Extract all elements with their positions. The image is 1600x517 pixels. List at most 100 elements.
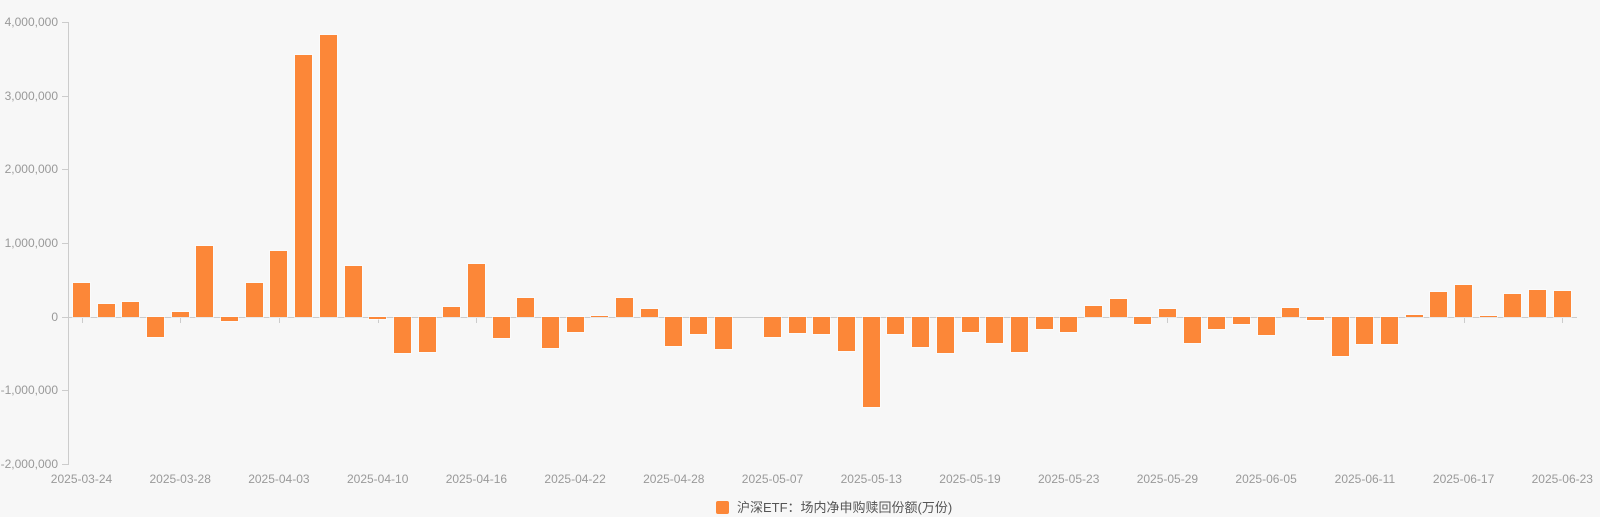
legend-item[interactable]: 沪深ETF：场内净申购赎回份额(万份) [716,500,952,515]
bar-2025-06-23[interactable] [1553,291,1571,317]
bar-2025-05-08[interactable] [788,316,806,333]
bar-2025-03-24[interactable] [73,282,90,317]
y-axis-label: 1,000,000 [4,236,58,250]
x-axis-label-2025-05-07: 2025-05-07 [741,472,804,486]
y-axis-tick [62,22,68,23]
y-axis-tick [62,95,68,97]
x-axis-label-2025-05-23: 2025-05-23 [1037,472,1100,486]
x-axis-tick [1167,316,1169,323]
legend-swatch-icon [716,501,729,514]
y-axis-tick [62,243,68,244]
legend-label: 沪深ETF：场内净申购赎回份额(万份) [737,500,953,515]
bar-2025-04-08[interactable] [319,34,337,317]
bar-2025-04-09[interactable] [344,265,362,317]
x-axis-label-2025-05-13: 2025-05-13 [840,472,902,486]
bar-2025-04-23[interactable] [591,315,609,317]
x-axis-label-2025-03-28: 2025-03-28 [149,472,211,486]
x-axis-label-2025-05-29: 2025-05-29 [1136,472,1199,486]
bar-2025-03-25[interactable] [97,304,115,317]
bar-2025-05-12[interactable] [838,316,856,351]
y-axis-label: 2,000,000 [4,162,58,177]
bar-2025-04-22[interactable] [566,316,584,332]
bar-2025-06-05[interactable] [1257,316,1275,336]
bar-2025-06-04[interactable] [1233,316,1250,324]
bar-2025-04-18[interactable] [517,297,535,317]
bar-2025-06-19[interactable] [1504,294,1522,317]
bar-2025-04-29[interactable] [690,316,707,334]
bar-2025-04-21[interactable] [541,316,559,348]
bar-2025-04-24[interactable] [616,298,633,317]
x-axis-tick [278,316,280,323]
y-axis-label: -1,000,000 [0,383,58,398]
bar-2025-03-31[interactable] [196,246,214,317]
bar-2025-04-17[interactable] [492,316,510,339]
bar-2025-04-30[interactable] [714,316,732,350]
bar-2025-05-07[interactable] [764,316,781,337]
x-axis-label-2025-05-19: 2025-05-19 [939,472,1001,486]
bar-2025-05-26[interactable] [1084,306,1102,317]
x-axis-tick [1562,316,1564,323]
bar-2025-05-09[interactable] [813,316,831,335]
y-axis-tick [62,316,68,318]
x-axis-tick [1463,316,1465,323]
bar-2025-04-28[interactable] [665,316,683,346]
bar-2025-05-28[interactable] [1134,316,1152,325]
x-axis-tick [81,316,83,323]
y-axis-label: 0 [51,309,58,324]
bar-2025-06-11[interactable] [1356,316,1374,344]
bar-2025-04-11[interactable] [393,316,411,354]
y-axis-tick [62,169,68,171]
bar-2025-04-03[interactable] [270,251,288,317]
bar-2025-05-23[interactable] [1060,316,1078,333]
bar-2025-04-14[interactable] [418,316,436,353]
bar-2025-05-20[interactable] [986,316,1004,343]
bar-2025-03-26[interactable] [122,302,140,317]
x-axis-label-2025-04-22: 2025-04-22 [544,472,606,486]
bar-2025-04-01[interactable] [221,316,239,322]
bar-2025-04-02[interactable] [245,282,263,317]
bar-2025-05-21[interactable] [1010,316,1028,353]
x-axis-label-2025-04-16: 2025-04-16 [445,472,508,486]
y-axis-label: -2,000,000 [0,457,58,471]
bar-2025-06-18[interactable] [1479,315,1497,317]
bar-2025-04-25[interactable] [640,309,658,317]
bar-2025-05-29[interactable] [1158,308,1176,317]
x-axis-label-2025-06-11: 2025-06-11 [1334,472,1396,486]
bar-2025-06-20[interactable] [1529,289,1547,317]
bar-2025-05-27[interactable] [1109,299,1127,317]
bar-2025-04-16[interactable] [467,264,485,317]
y-axis-tick [62,390,68,392]
bar-2025-06-13[interactable] [1405,315,1423,317]
bar-2025-06-09[interactable] [1307,316,1324,321]
bar-2025-05-19[interactable] [961,316,979,333]
x-axis-tick [377,316,379,323]
x-axis-tick [476,316,478,323]
bar-2025-04-15[interactable] [443,306,461,317]
bar-2025-05-22[interactable] [1035,316,1053,329]
bar-2025-06-03[interactable] [1208,316,1226,330]
bar-2025-06-06[interactable] [1282,307,1300,317]
y-axis-label: 4,000,000 [4,15,58,29]
bar-2025-06-10[interactable] [1331,316,1349,356]
bar-2025-04-07[interactable] [295,54,313,317]
x-axis-tick [180,316,182,323]
x-axis-label-2025-04-28: 2025-04-28 [643,472,705,486]
bar-2025-05-30[interactable] [1183,316,1201,343]
bar-2025-03-28[interactable] [171,311,189,317]
x-axis-label-2025-04-03: 2025-04-03 [248,472,310,486]
bar-2025-05-14[interactable] [887,316,905,334]
bar-2025-06-17[interactable] [1455,285,1473,317]
y-axis-label: 3,000,000 [4,88,58,103]
bar-2025-05-13[interactable] [862,316,880,407]
y-axis-line [68,22,69,465]
bar-2025-03-27[interactable] [147,316,164,337]
bar-2025-06-16[interactable] [1430,291,1448,317]
y-axis-tick [62,464,68,465]
bar-2025-04-10[interactable] [369,316,387,319]
bar-2025-05-15[interactable] [912,316,930,347]
bar-2025-06-12[interactable] [1381,316,1398,345]
bar-2025-05-16[interactable] [936,316,954,354]
x-axis-label-2025-06-05: 2025-06-05 [1235,472,1297,486]
x-axis-label-2025-06-17: 2025-06-17 [1432,472,1495,486]
